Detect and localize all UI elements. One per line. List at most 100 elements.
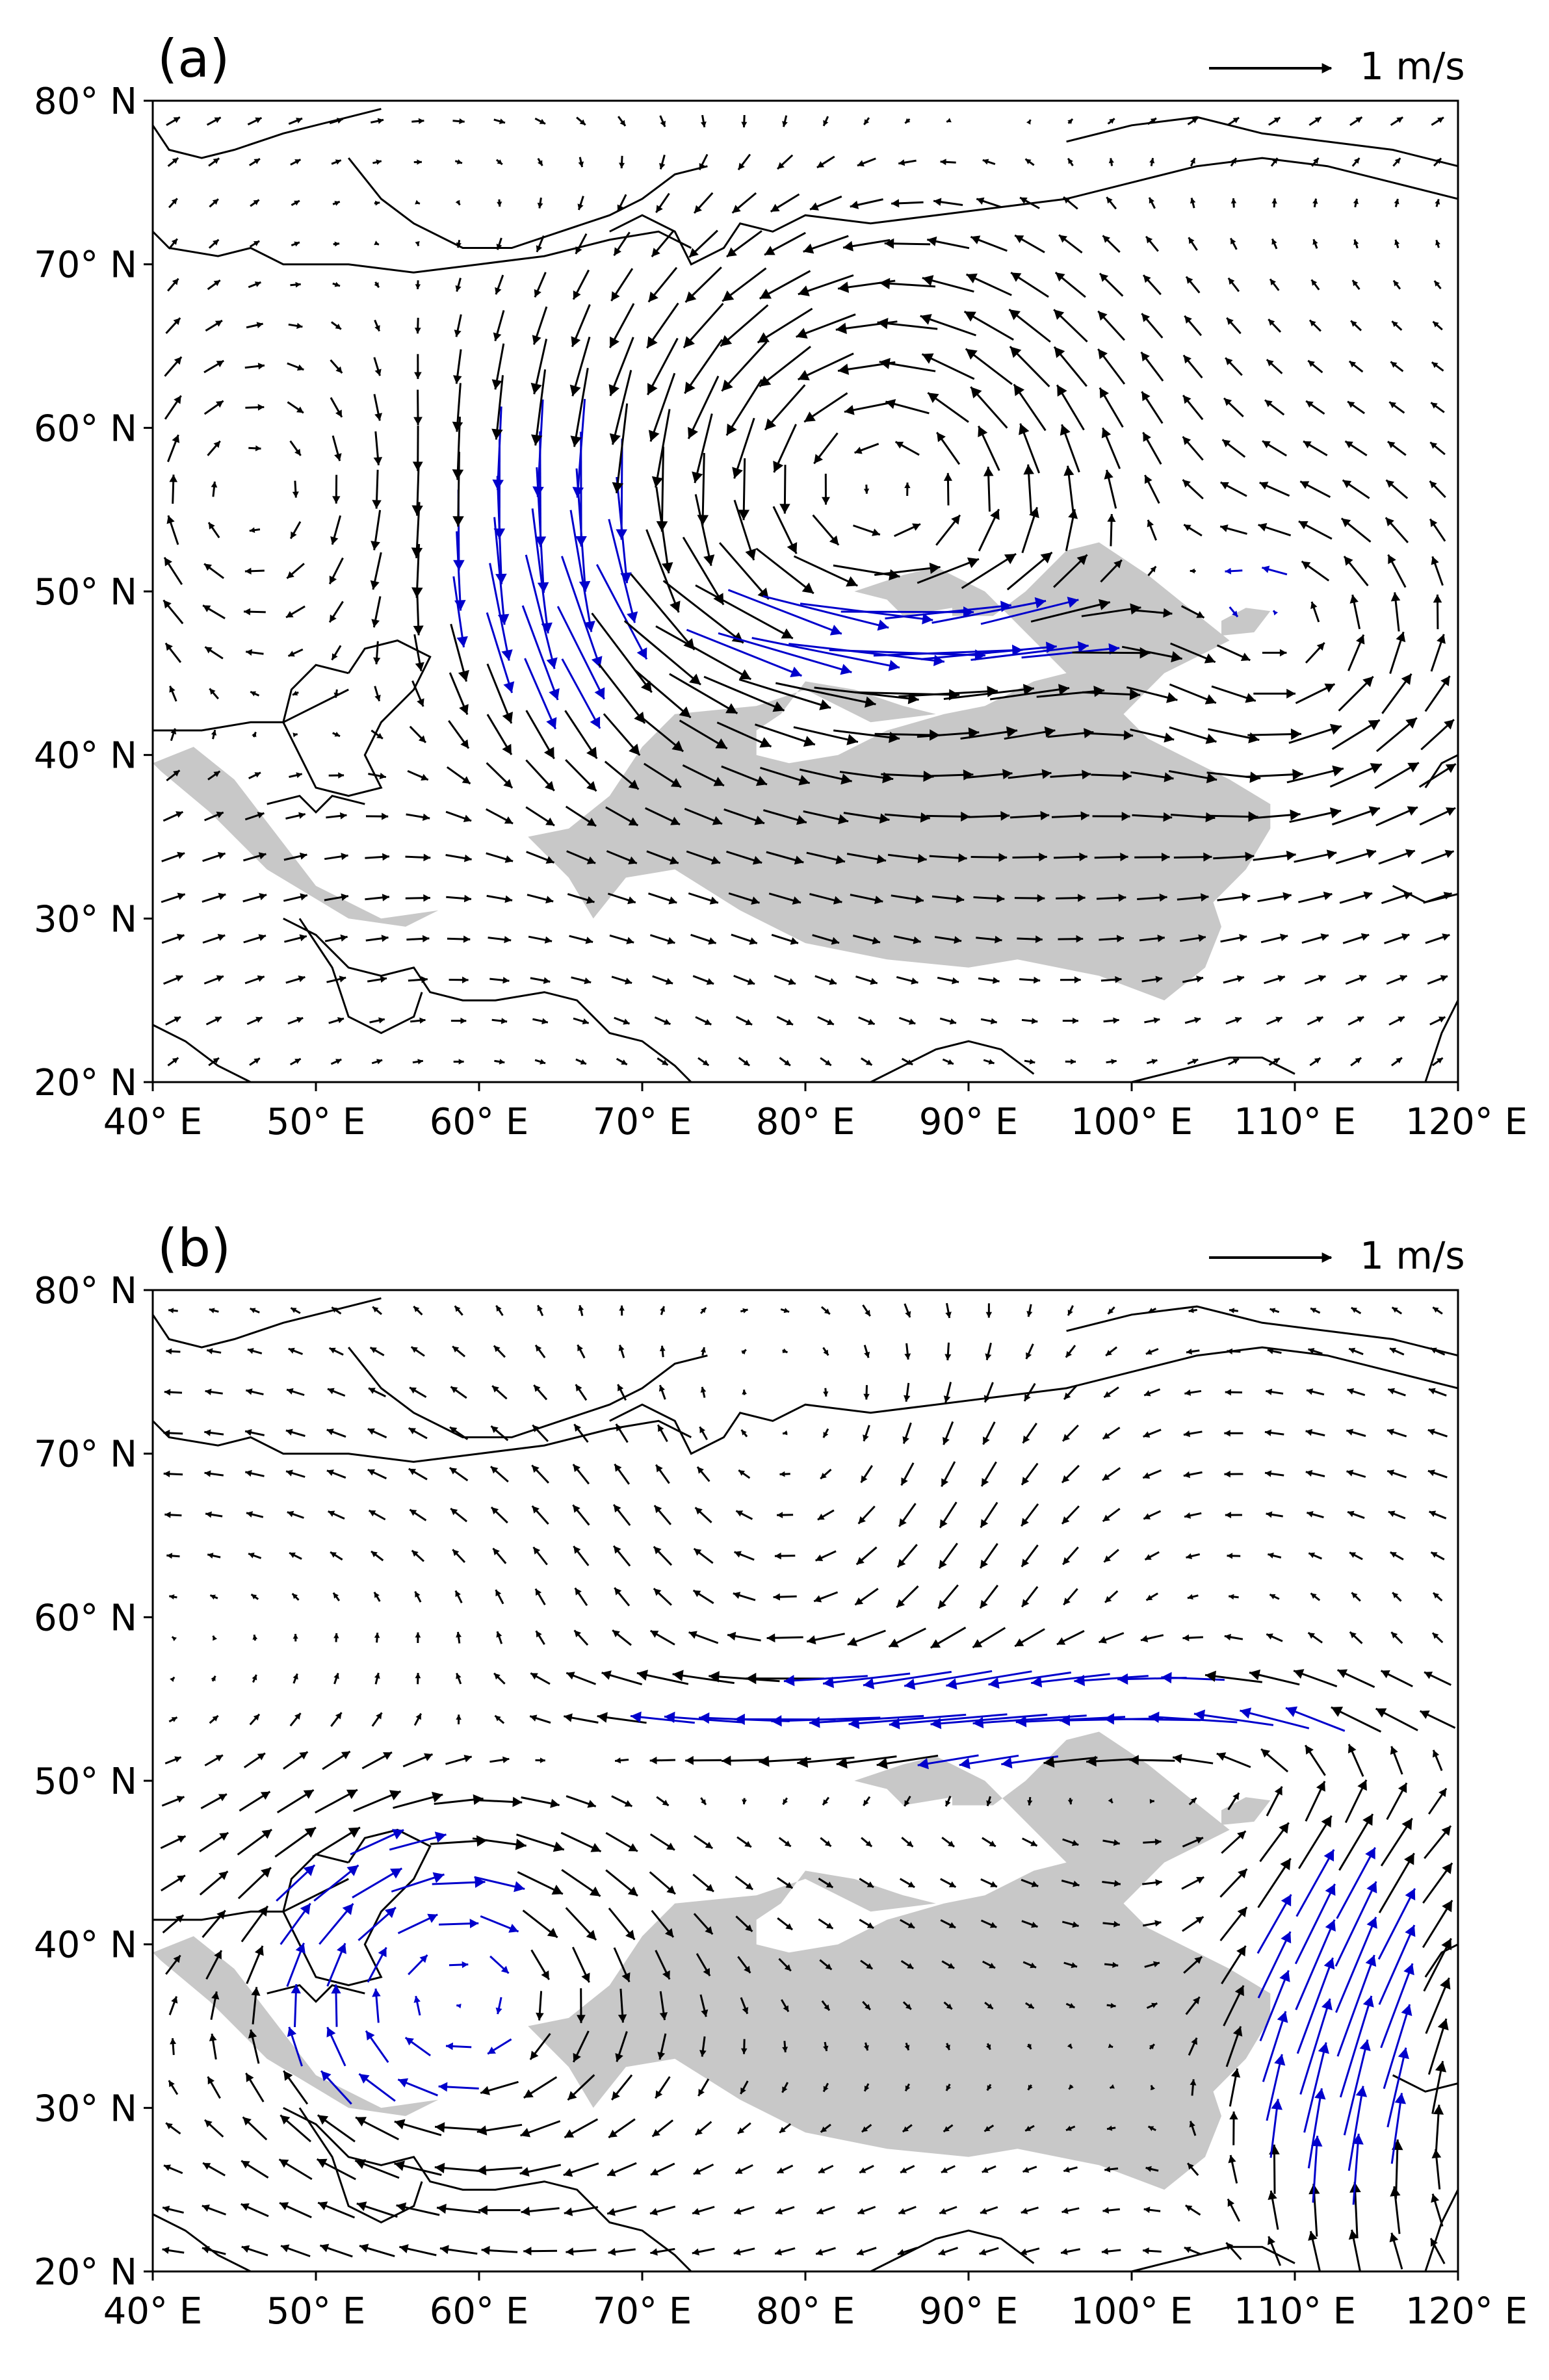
wind-vector [814, 975, 837, 985]
wind-vector [532, 399, 544, 497]
wind-vector [844, 402, 889, 415]
wind-vector [167, 278, 179, 292]
wind-vector [700, 1386, 707, 1398]
wind-vector [1378, 1924, 1416, 2005]
wind-vector [695, 584, 794, 640]
wind-vector [970, 641, 1089, 661]
wind-vector [326, 2026, 346, 2067]
wind-vector [978, 425, 1000, 471]
wind-vector [1181, 1876, 1204, 1890]
wind-vector [288, 1347, 304, 1355]
wind-vector [1023, 464, 1034, 514]
wind-vector [1147, 117, 1157, 125]
wind-vector [1209, 811, 1258, 822]
wind-vector [237, 1828, 272, 1856]
wind-vector [688, 892, 719, 905]
wind-vector [560, 1831, 602, 1853]
wind-vector [1096, 894, 1126, 902]
wind-vector [1229, 2111, 1238, 2145]
wind-vector [1132, 812, 1173, 822]
wind-vector [241, 1906, 269, 1943]
wind-vector [1298, 891, 1333, 903]
wind-vector [411, 1549, 425, 1562]
wind-vector [1347, 1510, 1365, 1520]
wind-vector [659, 1991, 668, 2021]
wind-vector [244, 1469, 265, 1477]
wind-vector [531, 508, 553, 634]
wind-vector [168, 1996, 178, 2015]
wind-vector [1380, 1670, 1413, 1688]
wind-vector [1022, 1837, 1038, 1847]
wind-vector [983, 1382, 994, 1403]
wind-vector [1121, 645, 1182, 663]
wind-vector [1351, 157, 1360, 167]
wind-vector [374, 281, 380, 289]
x-tick-label: 40° E [103, 2290, 202, 2333]
x-tick-label: 80° E [756, 2290, 855, 2333]
wind-vector [1289, 807, 1342, 823]
wind-vector [1106, 196, 1117, 210]
wind-vector [1149, 1798, 1154, 1804]
wind-vector [782, 1797, 788, 1805]
wind-vector [495, 1589, 504, 1605]
wind-vector [653, 1505, 672, 1525]
wind-vector [1130, 771, 1174, 783]
wind-vector [285, 975, 306, 984]
wind-vector [820, 1837, 832, 1848]
wind-vector [1144, 474, 1160, 504]
wind-vector [167, 157, 179, 167]
wind-vector [373, 1591, 381, 1602]
wind-vector [1142, 1469, 1162, 1479]
wind-vector [1423, 1937, 1452, 1992]
wind-vector [489, 977, 510, 984]
y-tick-label: 60° N [34, 407, 137, 450]
wind-vector [818, 2164, 834, 2174]
wind-vector [208, 157, 220, 167]
wind-vector [1307, 1016, 1324, 1026]
wind-vector [780, 1308, 790, 1313]
wind-vector [984, 2002, 994, 2010]
wind-vector [326, 1429, 346, 1438]
x-axis: 40° E 50° E 60° E 70° E 80° E 90° E 100° E 110°… [103, 2271, 1528, 2333]
wind-vector [208, 239, 220, 249]
wind-vector [287, 648, 304, 657]
terrain-mask [153, 542, 1271, 1001]
wind-vector [686, 850, 721, 865]
wind-vector [1143, 2247, 1162, 2255]
wind-vector [776, 154, 794, 170]
wind-vector [1169, 726, 1217, 744]
wind-vector [603, 713, 641, 757]
wind-vector [1353, 198, 1359, 208]
wind-vector [374, 686, 381, 702]
wind-vector [393, 1791, 443, 1809]
wind-vector [860, 1057, 873, 1067]
wind-vector [896, 1585, 919, 1609]
wind-vector [766, 851, 804, 865]
wind-vector [1184, 1016, 1201, 1024]
wind-vector [452, 118, 465, 124]
wind-vector [980, 1878, 998, 1888]
wind-vector [1296, 1957, 1335, 2054]
wind-vector [877, 318, 938, 330]
wind-vector [1390, 1746, 1403, 1775]
wind-vector [1392, 279, 1401, 290]
wind-vector [737, 1956, 751, 1974]
wind-vector [641, 717, 684, 753]
wind-vector [1217, 892, 1251, 901]
coastline [267, 1984, 365, 2003]
wind-vector [373, 357, 382, 376]
wind-vector [1143, 1510, 1162, 1520]
wind-vector [166, 116, 181, 126]
wind-vector [1391, 1306, 1403, 1315]
wind-vector [1432, 1750, 1443, 1771]
wind-vector [408, 1468, 428, 1481]
wind-vector [651, 230, 675, 257]
wind-vector [1188, 2037, 1198, 2056]
wind-vector [782, 2041, 788, 2052]
wind-vector [249, 1713, 261, 1726]
wind-vector [170, 728, 177, 742]
y-axis: 80° N70° N60° N50° N40° N30° N20° N [34, 1270, 153, 2294]
wind-vector [1429, 480, 1446, 498]
wind-vector [1347, 1388, 1366, 1397]
wind-vector [164, 642, 182, 664]
